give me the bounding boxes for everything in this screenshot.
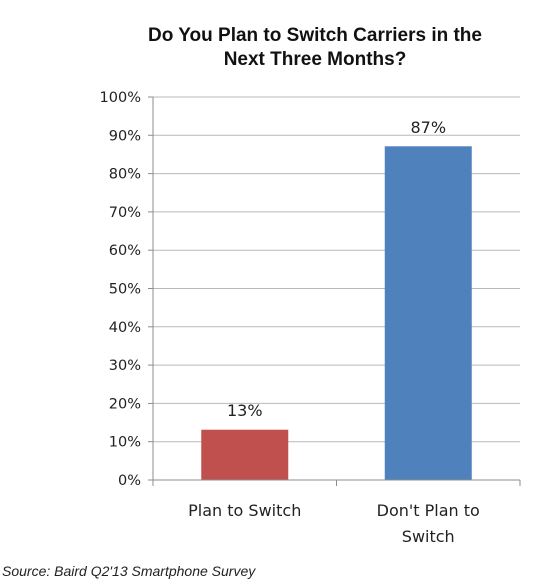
y-tick-label: 100% — [100, 90, 141, 106]
chart-title: Do You Plan to Switch Carriers in the Nex… — [148, 25, 482, 70]
chart-title-line-1: Do You Plan to Switch Carriers in the — [148, 25, 482, 46]
source-note: Source: Baird Q2'13 Smartphone Survey — [2, 563, 256, 579]
category-label-0: Plan to Switch — [188, 501, 301, 520]
bar-1 — [384, 146, 472, 481]
data-labels: 13% 87% — [227, 118, 446, 420]
y-tick-label: 70% — [109, 205, 141, 221]
data-label-0: 13% — [227, 401, 263, 420]
y-tick-label: 30% — [109, 358, 141, 374]
y-tick-label: 50% — [109, 282, 141, 298]
y-tick-label: 40% — [109, 320, 141, 336]
chart-title-line-2: Next Three Months? — [224, 49, 407, 70]
bars — [201, 146, 472, 481]
bar-0 — [201, 429, 289, 481]
y-tick-label: 20% — [109, 396, 141, 412]
x-axis-category-labels: Plan to Switch Don't Plan to Switch — [188, 501, 480, 546]
y-tick-label: 60% — [109, 243, 141, 259]
y-tick-label: 80% — [109, 167, 141, 183]
data-label-1: 87% — [410, 118, 446, 137]
category-label-1: Don't Plan to — [377, 501, 480, 520]
axes — [152, 97, 521, 486]
y-tick-label: 10% — [109, 435, 141, 451]
y-tick-label: 90% — [109, 128, 141, 144]
y-tick-label: 0% — [118, 473, 141, 489]
y-axis-tick-labels: 0% 10% 20% 30% 40% 50% 60% 70% 80% 90% 100% — [100, 90, 141, 489]
category-label-1: Switch — [402, 527, 455, 546]
